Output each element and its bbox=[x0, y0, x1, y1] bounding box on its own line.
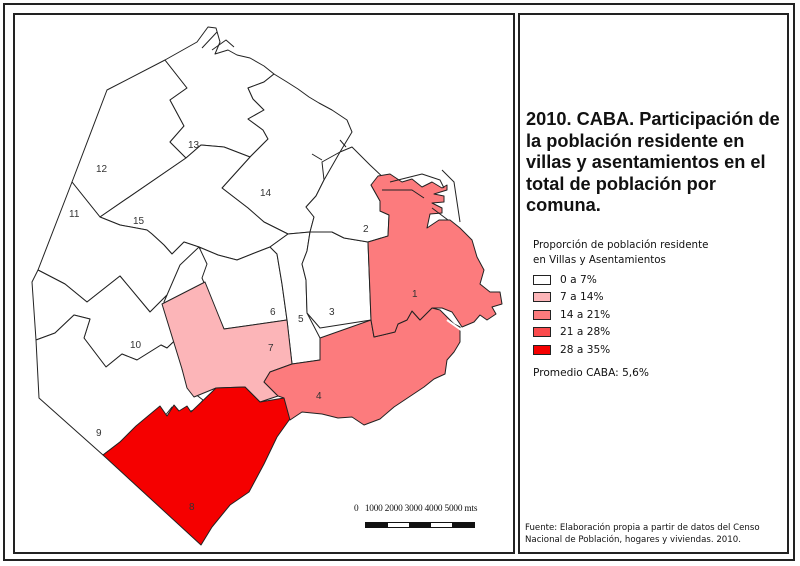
source-line2: Nacional de Población, hogares y viviend… bbox=[525, 535, 741, 545]
scale-segment bbox=[366, 523, 388, 527]
svg-text:11: 11 bbox=[69, 209, 80, 220]
legend-title-line1: Proporción de población residente bbox=[533, 239, 709, 251]
scale-segment bbox=[409, 523, 431, 527]
legend-label: 28 a 35% bbox=[560, 343, 611, 356]
scale-bar-graphic bbox=[365, 522, 475, 528]
legend-swatch bbox=[533, 274, 551, 285]
average-note: Promedio CABA: 5,6% bbox=[533, 366, 649, 379]
legend-item: 0 a 7% bbox=[533, 271, 708, 289]
legend-swatch bbox=[533, 309, 551, 320]
legend: Proporción de población residente en Vil… bbox=[533, 238, 708, 379]
comuna-labels: 1 2 3 4 5 6 7 8 9 10 11 12 13 14 15 bbox=[69, 140, 418, 513]
scale-bar: 0 1000 2000 3000 4000 5000 mts bbox=[354, 504, 477, 528]
legend-label: 0 a 7% bbox=[560, 273, 597, 286]
legend-item: 14 a 21% bbox=[533, 306, 708, 324]
svg-text:5: 5 bbox=[298, 314, 304, 325]
svg-text:6: 6 bbox=[270, 307, 276, 318]
legend-title: Proporción de población residente en Vil… bbox=[533, 238, 708, 268]
caba-map: 1 2 3 4 5 6 7 8 9 10 11 12 13 14 15 bbox=[31, 26, 503, 546]
map-title: 2010. CABA. Participación de la població… bbox=[526, 109, 780, 215]
legend-label: 21 a 28% bbox=[560, 326, 611, 339]
svg-text:10: 10 bbox=[130, 340, 142, 351]
svg-text:7: 7 bbox=[268, 343, 274, 354]
svg-text:13: 13 bbox=[188, 140, 200, 151]
svg-text:15: 15 bbox=[133, 216, 145, 227]
svg-text:12: 12 bbox=[96, 164, 108, 175]
svg-text:4: 4 bbox=[316, 391, 322, 402]
comuna-8[interactable] bbox=[102, 386, 293, 546]
legend-item: 7 a 14% bbox=[533, 289, 708, 307]
scale-label: 0 1000 2000 3000 4000 5000 mts bbox=[354, 504, 478, 514]
svg-text:9: 9 bbox=[96, 428, 102, 439]
source-line1: Fuente: Elaboración propia a partir de d… bbox=[525, 523, 760, 533]
svg-text:14: 14 bbox=[260, 188, 272, 199]
outer-frame bbox=[3, 3, 795, 561]
scale-segment bbox=[452, 523, 474, 527]
legend-title-line2: en Villas y Asentamientos bbox=[533, 254, 666, 266]
scale-segment bbox=[430, 523, 453, 527]
source-note: Fuente: Elaboración propia a partir de d… bbox=[525, 522, 760, 546]
legend-item: 21 a 28% bbox=[533, 324, 708, 342]
comuna-1[interactable] bbox=[367, 173, 503, 338]
comuna-3[interactable] bbox=[301, 231, 372, 329]
svg-text:3: 3 bbox=[329, 307, 335, 318]
legend-label: 14 a 21% bbox=[560, 308, 611, 321]
legend-item: 28 a 35% bbox=[533, 341, 708, 359]
legend-swatch bbox=[533, 292, 551, 303]
legend-swatch bbox=[533, 327, 551, 338]
svg-text:8: 8 bbox=[189, 502, 195, 513]
svg-text:2: 2 bbox=[363, 224, 369, 235]
legend-label: 7 a 14% bbox=[560, 291, 604, 304]
map-panel: 1 2 3 4 5 6 7 8 9 10 11 12 13 14 15 0 10… bbox=[13, 13, 515, 554]
scale-segment bbox=[387, 523, 410, 527]
svg-text:1: 1 bbox=[412, 289, 418, 300]
legend-swatch bbox=[533, 344, 551, 355]
info-panel: 2010. CABA. Participación de la població… bbox=[518, 13, 789, 554]
